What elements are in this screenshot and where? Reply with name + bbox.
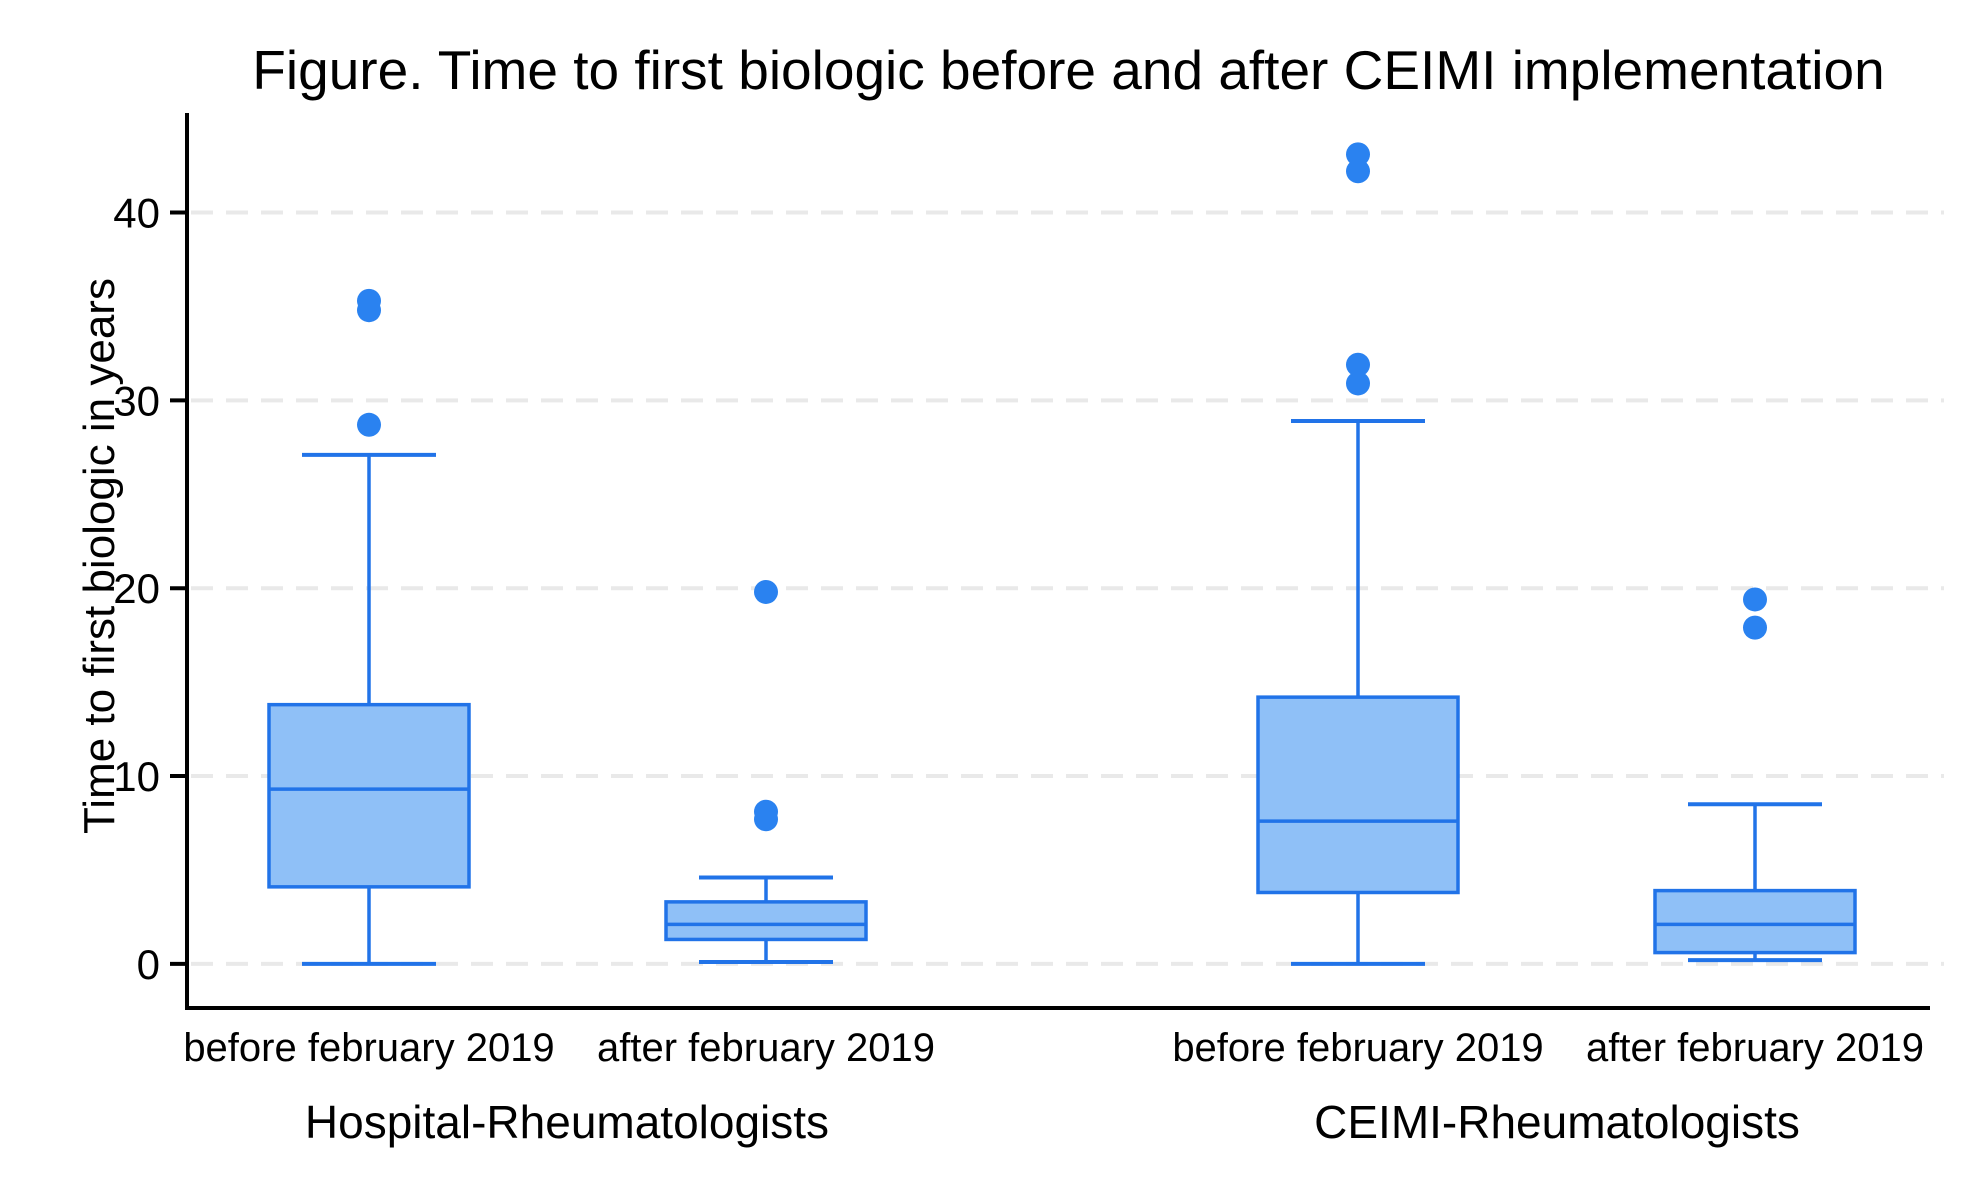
outlier-dot [357,412,381,437]
iqr-box [664,900,868,942]
x-tick-label: before february 2019 [183,1026,554,1070]
outlier-dot [1743,615,1767,640]
outlier-dot [357,298,381,323]
iqr-box [267,702,471,889]
x-tick-label: before february 2019 [1172,1026,1543,1070]
y-tick-label: 20 [113,565,160,612]
y-tick-label: 0 [137,941,160,988]
y-tick-label: 10 [113,753,160,800]
outlier-dot [1346,352,1370,377]
group-label: Hospital-Rheumatologists [305,1096,829,1148]
y-tick-label: 40 [113,190,160,237]
outlier-dot [1346,159,1370,184]
iqr-box [1256,695,1460,895]
x-tick-label: after february 2019 [597,1026,935,1070]
group-label: CEIMI-Rheumatologists [1314,1096,1800,1148]
outlier-dot [1346,371,1370,396]
outlier-dot [1346,142,1370,167]
outlier-dot [754,579,778,604]
x-tick-label: after february 2019 [1586,1026,1924,1070]
outlier-dot [754,807,778,832]
outlier-dot [1743,587,1767,612]
chart-title: Figure. Time to first biologic before an… [252,39,1885,101]
iqr-box [1653,888,1857,955]
y-tick-label: 30 [113,377,160,424]
